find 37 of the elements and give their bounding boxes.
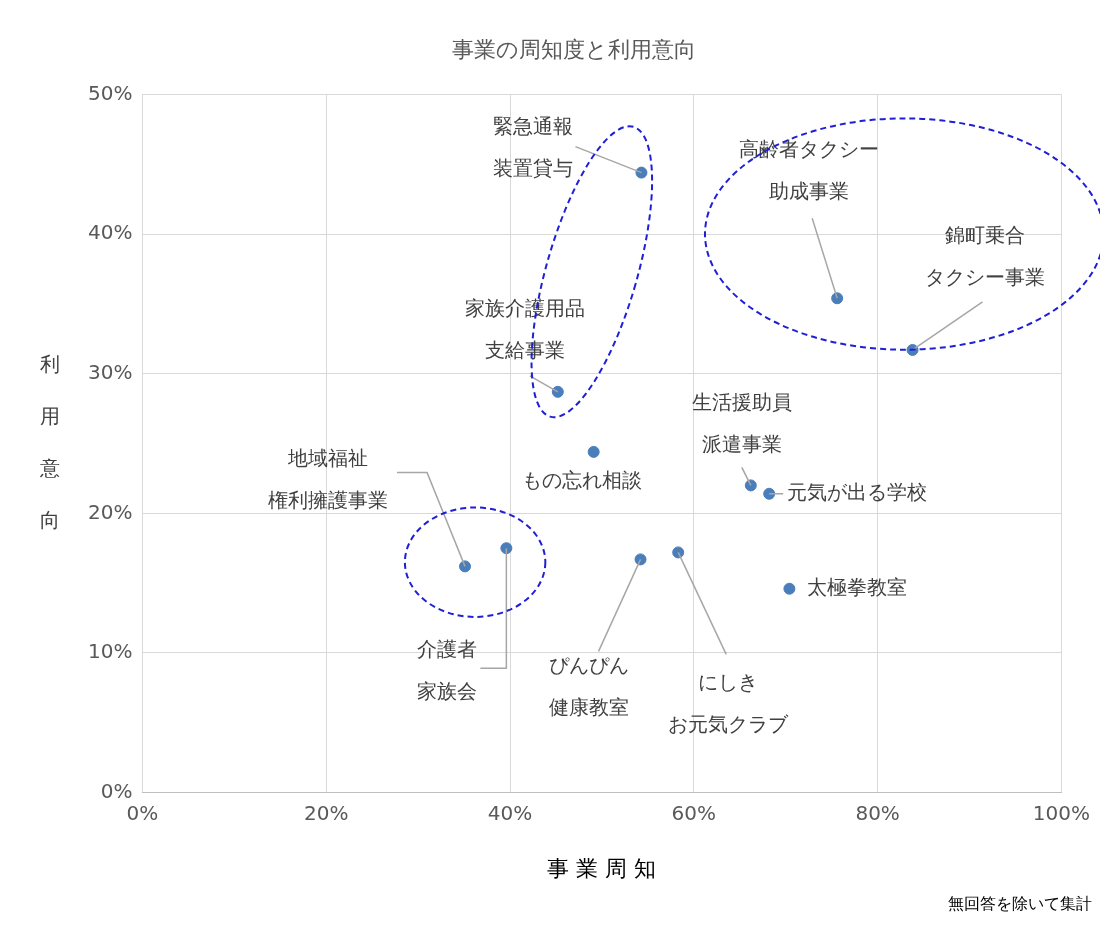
annotation: 生活援助員派遣事業 xyxy=(691,389,792,456)
annotation: 介護者家族会 xyxy=(417,637,478,704)
annotation: 錦町乗合タクシー事業 xyxy=(924,223,1045,290)
point xyxy=(634,553,647,566)
annotation: にしきお元気クラブ xyxy=(668,669,790,736)
point xyxy=(551,385,564,398)
point xyxy=(635,166,648,179)
x-tick-label: 20% xyxy=(304,800,349,825)
text: 利用意向 xyxy=(40,351,60,532)
x-tick-label: 100% xyxy=(1032,800,1090,825)
y-tick-label: 20% xyxy=(88,499,133,524)
annotation: 緊急通報装置貸与 xyxy=(493,113,574,180)
annotation: 家族介護用品支給事業 xyxy=(464,296,585,363)
point xyxy=(744,479,757,492)
point xyxy=(459,560,472,573)
x-tick-label: 40% xyxy=(487,800,533,825)
x-axis-title: 事 業 周 知 xyxy=(547,855,657,881)
point xyxy=(672,546,685,559)
y-tick-label: 0% xyxy=(100,778,133,803)
point xyxy=(783,582,796,595)
annotation: 元気が出る学校 xyxy=(787,479,928,504)
chart-title: 事業の周知度と利用意向 xyxy=(452,36,696,62)
x-tick-label: 0% xyxy=(126,800,159,825)
y-tick-label: 30% xyxy=(88,359,133,384)
annotation: 太極拳教室 xyxy=(807,574,908,599)
annotation: ぴんぴん健康教室 xyxy=(548,652,629,719)
point xyxy=(587,445,600,458)
text: 無回答を除いて集計 xyxy=(948,894,1092,914)
annotation: もの忘れ相談 xyxy=(521,468,642,493)
annotation: 地域福祉権利擁護事業 xyxy=(268,445,389,512)
y-tick-label: 50% xyxy=(88,80,133,105)
x-tick-label: 80% xyxy=(855,800,900,825)
x-tick-label: 60% xyxy=(671,800,717,825)
y-tick-label: 40% xyxy=(88,220,133,245)
point xyxy=(831,292,844,305)
point xyxy=(500,542,513,555)
y-tick-label: 10% xyxy=(88,639,133,664)
